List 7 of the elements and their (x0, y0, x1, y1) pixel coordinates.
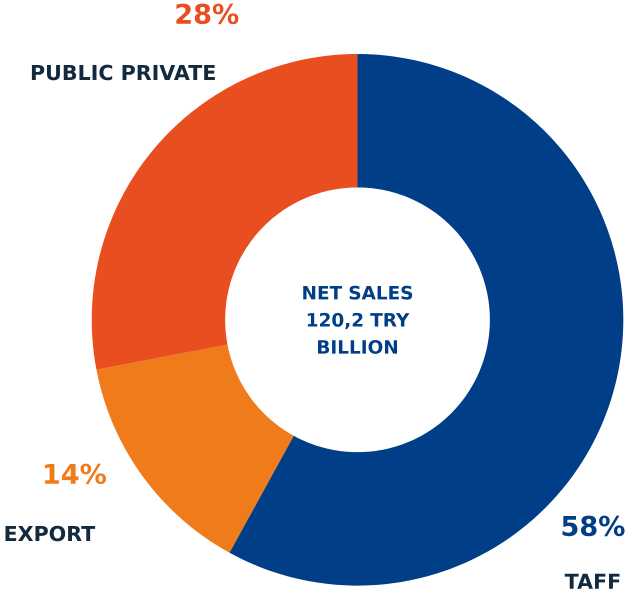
text: NET SALES 120,2 TRY BILLION (303, 286, 412, 354)
data-label: 14% (44, 463, 106, 484)
data-label: 58% (562, 515, 625, 536)
slice-label: EXPORT (6, 526, 96, 542)
slice-label: PUBLIC PRIVATE (32, 64, 215, 80)
slice-label: TAFF (564, 574, 620, 589)
data-label: 28% (176, 3, 238, 24)
